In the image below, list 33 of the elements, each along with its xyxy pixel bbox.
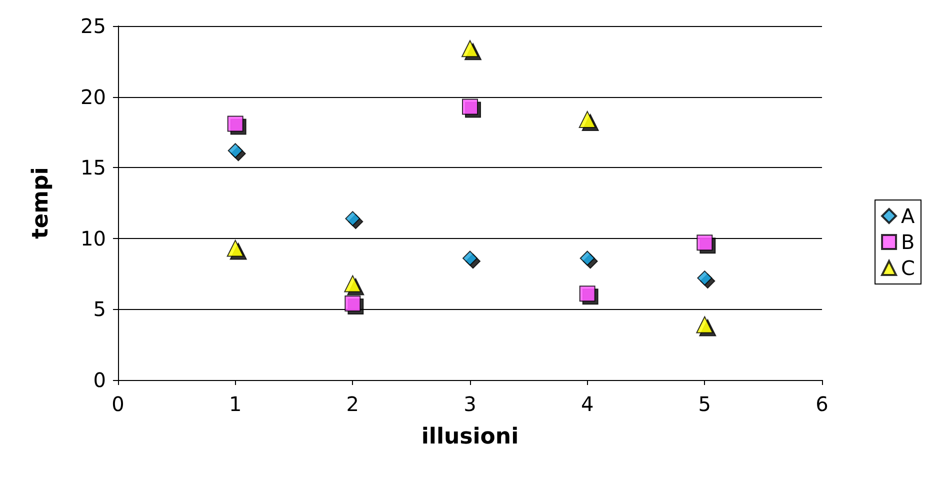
y-tick-label: 0 (93, 368, 106, 392)
x-axis-title: illusioni (421, 424, 519, 450)
x-tick-label: 0 (112, 392, 124, 416)
point (462, 250, 478, 266)
y-axis-title: tempi (28, 167, 54, 239)
point (580, 250, 595, 266)
point (462, 98, 478, 115)
point (226, 240, 244, 257)
x-tick-label: 4 (580, 392, 594, 416)
point (696, 316, 714, 334)
point (462, 40, 478, 58)
point (696, 234, 713, 251)
x-tick-label: 2 (346, 392, 360, 416)
point (344, 296, 361, 312)
y-tick-label: 15 (80, 156, 106, 180)
point (697, 270, 712, 286)
y-tick-label: 20 (80, 84, 106, 109)
legend-label: B (901, 230, 915, 254)
point (345, 211, 360, 226)
y-tick-label: 5 (93, 297, 106, 322)
x-tick-label: 6 (816, 392, 828, 416)
legend-label: A (901, 204, 916, 228)
x-tick-label: 5 (698, 392, 712, 416)
x-tick-label: 3 (464, 392, 476, 416)
y-tick-label: 10 (80, 226, 106, 250)
y-tick-label: 25 (80, 14, 106, 38)
point (579, 286, 596, 302)
point (344, 275, 362, 292)
x-tick-label: 1 (228, 392, 242, 416)
legend-label: C (901, 256, 916, 280)
point (228, 143, 243, 158)
point (227, 116, 244, 132)
point (578, 110, 596, 128)
